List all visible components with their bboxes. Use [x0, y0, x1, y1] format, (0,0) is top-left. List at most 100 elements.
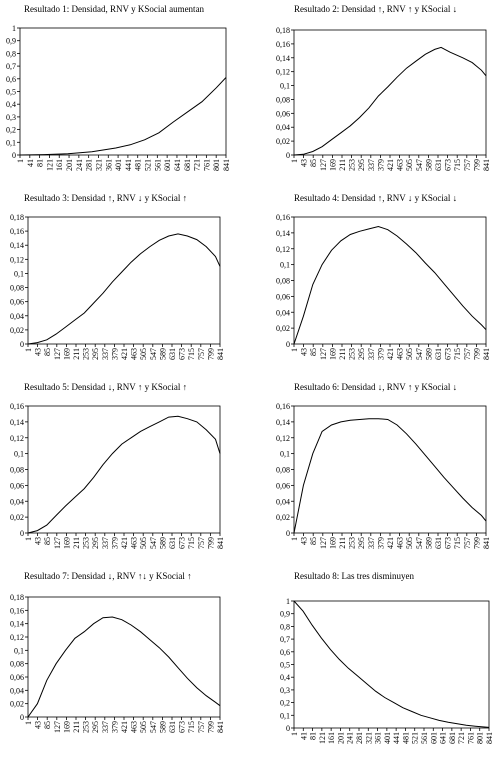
x-tick-label: 85: [43, 348, 52, 356]
x-tick-label: 169: [62, 537, 71, 549]
x-tick-label: 589: [158, 721, 167, 733]
x-tick-label: 547: [149, 537, 158, 549]
x-tick-label: 127: [319, 348, 328, 360]
x-tick-label: 127: [53, 537, 62, 549]
x-tick-label: 673: [178, 537, 187, 549]
x-tick-label: 253: [348, 348, 357, 360]
chart-panel-8: Resultado 8: Las tres disminuyen 0 0,1 0,2…: [252, 567, 504, 756]
y-tick-label: 0,02: [276, 137, 290, 146]
x-tick-label: 121: [45, 159, 54, 171]
x-tick-label: 161: [327, 732, 336, 744]
y-tick-label: 0,2: [6, 126, 16, 135]
y-tick-label: 0,8: [6, 49, 16, 58]
y-tick-label: 0: [20, 713, 24, 722]
x-tick-label: 681: [183, 159, 192, 171]
y-tick-label: 0,12: [10, 434, 24, 443]
y-tick-label: 0,1: [14, 269, 24, 278]
x-tick-label: 127: [53, 348, 62, 360]
plot-area: [19, 27, 227, 156]
y-tick-label: 1: [286, 597, 290, 606]
y-tick-label: 0,6: [6, 75, 16, 84]
y-tick-label: 0,02: [276, 513, 290, 522]
x-tick-label: 841: [482, 159, 491, 171]
x-tick-label: 841: [216, 348, 225, 360]
y-tick-label: 0,08: [276, 466, 290, 475]
x-tick-label: 41: [299, 732, 308, 740]
chart-svg: 0 0,02 0,04 0,06 0,08 0,1 0,12 0,14 0,16 1 43 85 127…: [10, 402, 225, 549]
x-tick-label: 295: [91, 537, 100, 549]
y-tick-label: 0: [286, 151, 290, 160]
x-tick-label: 295: [357, 159, 366, 171]
x-tick-label: 505: [139, 721, 148, 733]
x-tick-label: 761: [466, 732, 475, 744]
y-tick-label: 0,14: [10, 241, 24, 250]
x-tick-label: 757: [197, 537, 206, 549]
x-tick-label: 337: [101, 721, 110, 733]
x-tick-label: 801: [476, 732, 485, 744]
x-tick-label: 841: [482, 348, 491, 360]
x-tick-label: 641: [173, 159, 182, 171]
x-tick-label: 41: [26, 159, 35, 167]
x-tick-label: 481: [401, 732, 410, 744]
x-tick-label: 211: [72, 537, 81, 549]
y-tick-label: 0: [20, 340, 24, 349]
x-tick-label: 631: [434, 159, 443, 171]
y-tick-label: 0,18: [10, 593, 24, 602]
x-tick-label: 321: [364, 732, 373, 744]
x-tick-label: 505: [405, 348, 414, 360]
x-tick-label: 561: [420, 732, 429, 744]
chart-panel-5: Resultado 5: Densidad ↓, RNV ↑ y KSocial…: [0, 378, 252, 567]
y-tick-label: 0,12: [276, 245, 290, 254]
x-tick-label: 1: [16, 159, 25, 163]
x-tick-label: 127: [53, 721, 62, 733]
chart-panel-2: Resultado 2: Densidad ↑, RNV ↑ y KSocial…: [252, 0, 504, 189]
x-tick-label: 85: [309, 159, 318, 167]
chart-title: Resultado 2: Densidad ↑, RNV ↑ y KSocial…: [294, 4, 458, 14]
x-tick-label: 547: [149, 348, 158, 360]
x-tick-label: 401: [114, 159, 123, 171]
x-tick-label: 681: [448, 732, 457, 744]
x-tick-label: 547: [415, 348, 424, 360]
x-tick-label: 673: [444, 537, 453, 549]
x-tick-label: 85: [43, 721, 52, 729]
y-tick-label: 0,16: [10, 402, 24, 411]
x-tick-label: 161: [55, 159, 64, 171]
x-tick-label: 799: [206, 537, 215, 549]
x-tick-label: 81: [36, 159, 45, 167]
x-tick-label: 673: [178, 348, 187, 360]
x-tick-label: 169: [328, 537, 337, 549]
y-tick-label: 0,04: [10, 497, 24, 506]
series-line: [27, 415, 221, 534]
x-tick-label: 589: [158, 348, 167, 360]
x-tick-label: 201: [65, 159, 74, 171]
chart-panel-3: Resultado 3: Densidad ↑, RNV ↓ y KSocial…: [0, 189, 252, 378]
x-tick-label: 505: [405, 537, 414, 549]
y-tick-label: 0,12: [276, 68, 290, 77]
x-tick-label: 715: [187, 537, 196, 549]
y-tick-label: 0,14: [276, 54, 290, 63]
x-tick-label: 295: [91, 721, 100, 733]
plot-area: [27, 596, 221, 718]
x-tick-label: 631: [168, 348, 177, 360]
y-tick-label: 0,08: [276, 95, 290, 104]
plot-area: [293, 216, 487, 345]
x-tick-label: 421: [120, 348, 129, 360]
y-tick-label: 0,1: [280, 261, 290, 270]
plot-area: [27, 216, 221, 345]
x-tick-label: 761: [202, 159, 211, 171]
y-tick-label: 0,12: [276, 434, 290, 443]
x-tick-label: 421: [386, 537, 395, 549]
x-tick-label: 169: [328, 159, 337, 171]
y-tick-label: 0,02: [10, 700, 24, 709]
y-tick-label: 0,3: [6, 113, 16, 122]
chart-title: Resultado 6: Densidad ↓, RNV ↑ y KSocial…: [294, 382, 458, 392]
x-tick-label: 757: [463, 348, 472, 360]
x-tick-label: 799: [472, 537, 481, 549]
x-tick-label: 463: [130, 537, 139, 549]
x-tick-label: 505: [139, 348, 148, 360]
x-tick-label: 295: [91, 348, 100, 360]
chart-title: Resultado 3: Densidad ↑, RNV ↓ y KSocial…: [24, 193, 188, 203]
x-tick-label: 601: [429, 732, 438, 744]
chart-panel-6: Resultado 6: Densidad ↓, RNV ↑ y KSocial…: [252, 378, 504, 567]
y-tick-label: 0: [286, 529, 290, 538]
